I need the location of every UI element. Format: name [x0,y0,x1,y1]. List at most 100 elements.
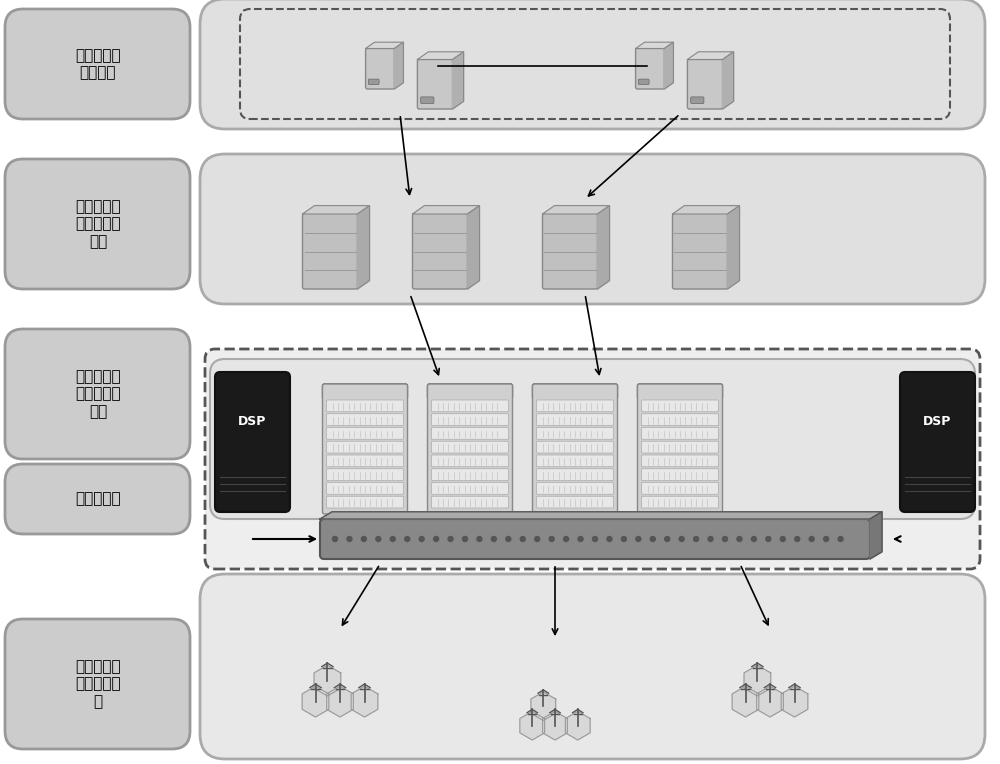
FancyBboxPatch shape [432,400,509,412]
FancyBboxPatch shape [200,154,985,304]
FancyBboxPatch shape [432,414,509,426]
Circle shape [795,536,800,542]
FancyBboxPatch shape [320,519,870,559]
Circle shape [463,536,468,542]
Polygon shape [358,206,370,289]
Circle shape [390,536,395,542]
Polygon shape [302,686,329,717]
FancyBboxPatch shape [536,455,614,467]
FancyBboxPatch shape [532,384,618,514]
FancyBboxPatch shape [642,469,718,481]
FancyBboxPatch shape [672,214,728,289]
FancyBboxPatch shape [326,455,404,467]
FancyBboxPatch shape [432,442,509,453]
FancyBboxPatch shape [326,497,404,508]
Polygon shape [728,206,740,289]
FancyBboxPatch shape [432,483,509,494]
Circle shape [737,536,742,542]
Circle shape [520,536,525,542]
FancyBboxPatch shape [536,483,614,494]
Polygon shape [732,686,759,717]
Polygon shape [781,686,808,717]
Polygon shape [636,42,673,48]
Polygon shape [453,52,464,109]
Polygon shape [531,692,556,720]
FancyBboxPatch shape [636,48,664,89]
Polygon shape [394,42,403,89]
FancyBboxPatch shape [542,214,598,289]
Text: 射频交换机: 射频交换机 [75,491,121,507]
Circle shape [636,536,641,542]
Circle shape [347,536,352,542]
FancyBboxPatch shape [417,60,453,109]
Text: 多模可重构
协议处理资
源池: 多模可重构 协议处理资 源池 [75,199,121,249]
Circle shape [780,536,785,542]
FancyBboxPatch shape [642,442,718,453]
Circle shape [679,536,684,542]
Polygon shape [417,52,464,60]
FancyBboxPatch shape [642,414,718,426]
Circle shape [332,536,338,542]
Circle shape [506,536,511,542]
FancyBboxPatch shape [432,428,509,439]
Polygon shape [687,52,734,60]
Circle shape [607,536,612,542]
FancyBboxPatch shape [302,214,358,289]
Polygon shape [598,206,610,289]
FancyBboxPatch shape [5,9,190,119]
Polygon shape [320,512,882,519]
FancyBboxPatch shape [428,384,512,514]
FancyBboxPatch shape [536,400,614,412]
Circle shape [448,536,453,542]
Circle shape [477,536,482,542]
FancyBboxPatch shape [536,414,614,426]
Circle shape [361,536,366,542]
FancyBboxPatch shape [900,372,975,512]
FancyBboxPatch shape [642,428,718,439]
FancyBboxPatch shape [326,442,404,453]
FancyBboxPatch shape [200,0,985,129]
Circle shape [535,536,540,542]
FancyBboxPatch shape [326,483,404,494]
Polygon shape [413,206,480,214]
Polygon shape [327,686,353,717]
Circle shape [578,536,583,542]
FancyBboxPatch shape [536,469,614,481]
FancyBboxPatch shape [322,384,408,399]
Polygon shape [744,665,771,696]
Circle shape [694,536,699,542]
FancyBboxPatch shape [326,469,404,481]
Circle shape [405,536,410,542]
FancyBboxPatch shape [215,372,290,512]
FancyBboxPatch shape [691,97,704,103]
Circle shape [722,536,728,542]
Circle shape [708,536,713,542]
Circle shape [650,536,655,542]
FancyBboxPatch shape [326,428,404,439]
FancyBboxPatch shape [638,384,722,514]
FancyBboxPatch shape [536,442,614,453]
Polygon shape [314,665,341,696]
FancyBboxPatch shape [432,455,509,467]
Circle shape [419,536,424,542]
FancyBboxPatch shape [322,384,408,514]
Polygon shape [468,206,480,289]
Polygon shape [757,686,783,717]
Circle shape [766,536,771,542]
Text: 多模可重构
基带处理资
源池: 多模可重构 基带处理资 源池 [75,369,121,419]
FancyBboxPatch shape [536,428,614,439]
FancyBboxPatch shape [432,469,509,481]
FancyBboxPatch shape [200,574,985,759]
Polygon shape [351,686,378,717]
FancyBboxPatch shape [428,384,512,399]
Polygon shape [664,42,673,89]
FancyBboxPatch shape [326,414,404,426]
FancyBboxPatch shape [421,97,434,103]
FancyBboxPatch shape [205,349,980,569]
FancyBboxPatch shape [638,384,722,399]
FancyBboxPatch shape [642,483,718,494]
FancyBboxPatch shape [210,359,975,519]
Circle shape [549,536,554,542]
Circle shape [824,536,829,542]
FancyBboxPatch shape [5,619,190,749]
